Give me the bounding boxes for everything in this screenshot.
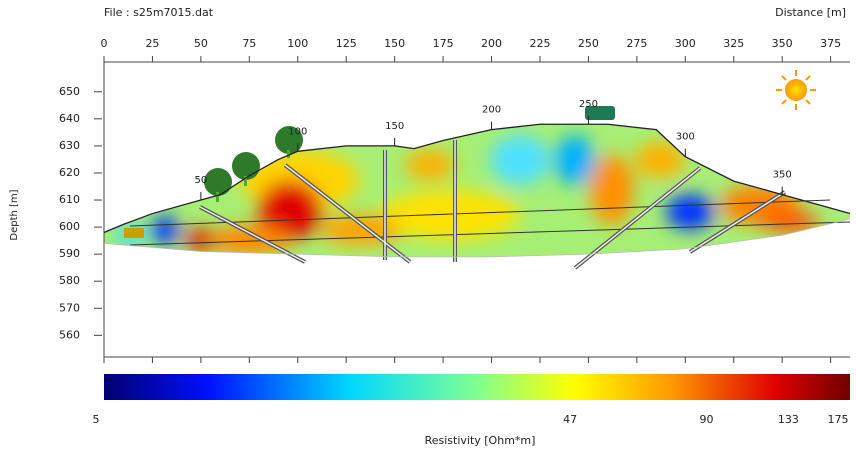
x-tick-label: 175 [433,37,454,50]
y-tick-label: 580 [59,274,80,287]
profile-label: 250 [579,99,598,110]
x-tick-label: 75 [242,37,256,50]
profile-label: 150 [385,121,404,132]
y-tick-label: 630 [59,139,80,152]
y-tick-label: 560 [59,328,80,341]
x-tick-label: 225 [529,37,550,50]
surface-line [103,123,851,234]
profile-label: 300 [676,132,695,143]
x-tick-label: 250 [578,37,599,50]
y-tick-label: 570 [59,301,80,314]
colorbar-tick-label: 90 [699,413,713,426]
y-tick-label: 650 [59,85,80,98]
base-line [103,218,851,258]
y-tick-label: 600 [59,220,80,233]
colorbar-tick-label: 175 [828,413,849,426]
decorations [124,70,816,238]
x-axis-label: Distance [m] [775,6,846,19]
colorbar-label: Resistivity [Ohm*m] [425,434,536,447]
colorbar-tick-label: 5 [93,413,100,426]
x-tick-label: 0 [101,37,108,50]
file-label: File : s25m7015.dat [104,6,214,19]
x-tick-label: 300 [675,37,696,50]
x-tick-label: 25 [145,37,159,50]
x-tick-label: 200 [481,37,502,50]
faults [199,140,787,270]
profile-label: 50 [195,175,208,186]
x-tick-label: 150 [384,37,405,50]
x-tick-label: 375 [820,37,841,50]
x-tick-label: 275 [626,37,647,50]
profile-label: 200 [482,105,501,116]
y-tick-label: 620 [59,166,80,179]
profile-label: 350 [773,170,792,181]
colorbar [104,374,850,400]
colorbar-tick-label: 47 [563,413,577,426]
x-tick-label: 125 [336,37,357,50]
colorbar-tick-label: 133 [778,413,799,426]
x-tick-label: 350 [772,37,793,50]
x-tick-label: 325 [723,37,744,50]
y-tick-label: 640 [59,112,80,125]
y-tick-label: 610 [59,193,80,206]
y-tick-label: 590 [59,247,80,260]
profile-label: 100 [288,126,307,137]
y-axis-label: Depth [m] [9,189,20,240]
x-tick-label: 100 [287,37,308,50]
x-tick-label: 50 [194,37,208,50]
